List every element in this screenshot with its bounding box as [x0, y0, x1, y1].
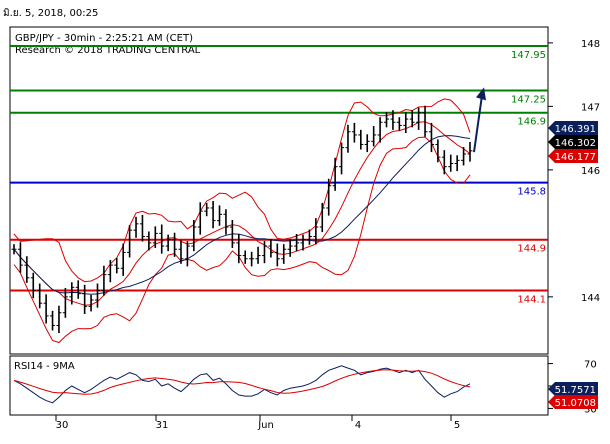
- time-axis: 30 31 Jun 4 5: [55, 415, 460, 431]
- price-axis: 148 147 146 144: [548, 39, 600, 304]
- time-tick-label-3: 4: [355, 420, 361, 431]
- rsi-indicator: 70 30 51.7571 51.0708: [13, 360, 598, 415]
- level-label-0: 147.95: [511, 50, 546, 61]
- level-label-5: 144.1: [517, 295, 546, 306]
- price-candles: [11, 105, 473, 334]
- price-tag-1: [548, 135, 598, 149]
- rsi-tag-1: [548, 395, 598, 409]
- rsi-tick-label-0: 70: [584, 360, 597, 371]
- price-tag-label-0: 146.391: [555, 124, 596, 135]
- rsi-ma-line: [13, 369, 471, 395]
- price-tags: 146.391 146.302 146.177: [548, 121, 598, 163]
- time-tick-label-2: Jun: [257, 420, 274, 431]
- chart-copyright: Research © 2018 TRADING CENTRAL: [15, 45, 201, 56]
- price-tick-label-3: 144: [581, 293, 600, 304]
- price-tag-label-2: 146.177: [555, 152, 596, 163]
- chart-date: มิ.ย. 5, 2018, 00:25: [3, 8, 98, 19]
- forecast-arrowhead: [476, 87, 486, 101]
- rsi-tick-label-2: 30: [584, 404, 597, 415]
- moving-average-line: [13, 135, 471, 295]
- price-tag-label-1: 146.302: [555, 138, 596, 149]
- bollinger-lower-band: [13, 136, 471, 344]
- time-tick-label-1: 31: [156, 420, 169, 431]
- price-tick-label-2: 146: [581, 166, 600, 177]
- forecast-arrow-shaft: [473, 95, 483, 153]
- time-tick-label-0: 30: [56, 420, 69, 431]
- rsi-tag-label-1: 51.0708: [555, 398, 596, 409]
- price-tag-0: [548, 121, 598, 135]
- level-label-3: 145.8: [517, 187, 546, 198]
- price-tick-label-0: 148: [581, 39, 600, 50]
- bollinger-bands: [13, 98, 471, 344]
- chart-title: GBP/JPY - 30min - 2:25:21 AM (CET): [15, 33, 193, 44]
- level-label-4: 144.9: [517, 244, 546, 255]
- price-tick-label-1: 147: [581, 102, 600, 113]
- bollinger-middle-band: [13, 121, 471, 306]
- level-label-1: 147.25: [511, 94, 546, 105]
- forecast-arrow: [473, 87, 486, 153]
- rsi-tag-label-0: 51.7571: [555, 385, 596, 396]
- rsi-tag-0: [548, 382, 598, 396]
- rsi-title: RSI14 - 9MA: [14, 361, 75, 372]
- bollinger-upper-band: [13, 98, 471, 283]
- rsi-panel: [9, 355, 549, 416]
- price-tag-2: [548, 149, 598, 163]
- support-resistance-levels: 147.95 147.25 146.9 145.8 144.9 144.1: [10, 45, 548, 306]
- time-tick-label-4: 5: [454, 420, 460, 431]
- level-label-2: 146.9: [517, 117, 546, 128]
